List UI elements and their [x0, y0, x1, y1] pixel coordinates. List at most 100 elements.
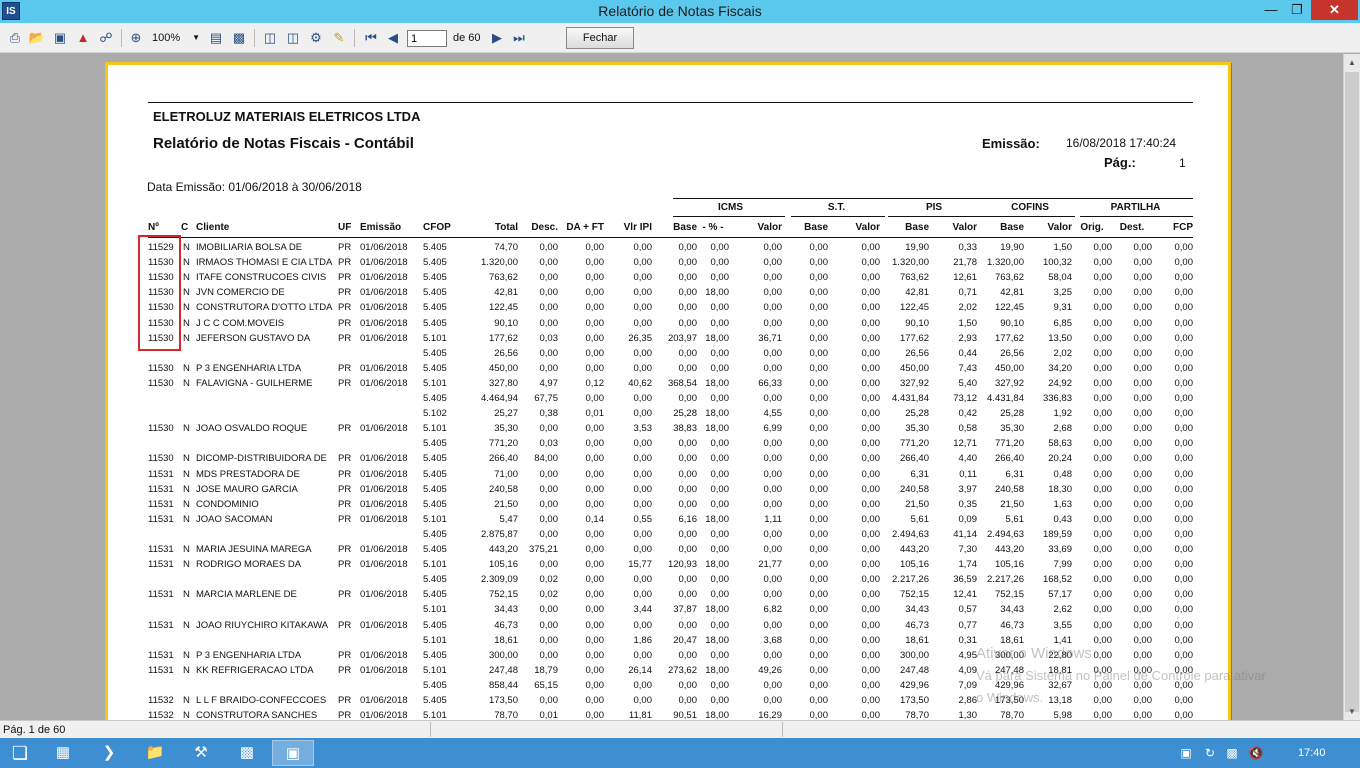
first-page-icon[interactable]: ⏮ [365, 30, 377, 45]
scroll-thumb[interactable] [1345, 72, 1359, 712]
network-icon[interactable]: ▩ [1226, 746, 1238, 760]
app-task-icon[interactable]: ▩ [239, 744, 255, 761]
cell-fcp: 0,00 [1174, 438, 1194, 450]
cell-cofins-base: 771,20 [994, 438, 1024, 450]
scroll-up-icon[interactable]: ▲ [1348, 58, 1356, 67]
windows-start-icon[interactable]: ❏ [11, 743, 29, 763]
cell-pis-valor: 0,71 [958, 287, 978, 299]
cell-numero: 11532 [148, 710, 174, 720]
cell-icms-pct: 18,00 [705, 377, 729, 389]
cell-vlr-ipi: 0,00 [633, 257, 653, 269]
cell-total: 247,48 [488, 664, 518, 676]
cell-dest: 0,00 [1133, 302, 1153, 314]
file-explorer-icon[interactable]: 📁 [145, 744, 165, 761]
edit-icon[interactable]: ✎ [333, 30, 345, 45]
two-pages-icon[interactable]: ◫ [286, 30, 300, 45]
cell-cofins-valor: 24,92 [1048, 377, 1072, 389]
cell-st-valor: 0,00 [861, 302, 881, 314]
cell-icms-pct: 0,00 [710, 317, 730, 329]
vertical-scrollbar[interactable]: ▲ ▼ [1343, 54, 1360, 720]
group-partilha: PARTILHA [1110, 202, 1161, 213]
cell-icms-base: 0,00 [678, 347, 698, 359]
cell-cofins-base: 300,00 [994, 649, 1024, 661]
cell-numero: 11529 [148, 242, 174, 253]
page-setup-icon[interactable]: ▤ [209, 30, 223, 45]
pdf-icon[interactable]: ▲ [76, 30, 90, 45]
cell-icms-base: 90,51 [673, 710, 697, 720]
cell-orig: 0,00 [1093, 664, 1113, 676]
cell-st-valor: 0,00 [861, 559, 881, 571]
maximize-button[interactable]: ❐ [1291, 2, 1303, 17]
cell-icms-pct: 0,00 [710, 347, 730, 359]
cell-cofins-base: 46,73 [1000, 619, 1024, 631]
cell-pis-base: 266,40 [899, 453, 929, 465]
taskbar-clock[interactable]: 17:40 [1298, 747, 1326, 759]
cell-icms-base: 0,00 [678, 468, 698, 480]
tray-sync-icon[interactable]: ↻ [1204, 746, 1216, 760]
cell-cofins-valor: 1,92 [1053, 408, 1073, 420]
cell-emissao: 01/06/2018 [360, 498, 408, 510]
cell-cfop: 5.102 [423, 408, 447, 420]
cell-icms-pct: 18,00 [705, 664, 729, 676]
report-viewer[interactable]: ELETROLUZ MATERIAIS ELETRICOS LTDA Relat… [0, 54, 1343, 720]
next-page-icon[interactable]: ▶ [492, 30, 502, 45]
cell-fcp: 0,00 [1174, 574, 1194, 586]
cell-icms-base: 0,00 [678, 302, 698, 314]
cell-uf: PR [338, 468, 352, 480]
report-app-task-icon[interactable]: ▣ [272, 740, 314, 766]
cell-c: N [183, 287, 190, 299]
cell-desc: 65,15 [534, 679, 558, 691]
cell-st-base: 0,00 [809, 242, 829, 253]
volume-muted-icon[interactable]: 🔇 [1248, 746, 1264, 760]
powershell-icon[interactable]: ❯ [102, 744, 116, 761]
cell-total: 450,00 [488, 362, 518, 374]
cell-desc: 0,00 [539, 317, 559, 329]
cell-st-valor: 0,00 [861, 453, 881, 465]
cell-st-valor: 0,00 [861, 679, 881, 691]
col-header-vlr-ipi: Vlr IPI [623, 222, 652, 233]
minimize-button[interactable]: — [1264, 2, 1278, 17]
properties-icon[interactable]: ⚙ [310, 30, 322, 45]
cell-vlr-ipi: 26,14 [628, 664, 652, 676]
cell-icms-pct: 18,00 [705, 604, 729, 616]
table-row: 5.101 34,43 0,00 0,00 3,44 37,87 18,00 6,82 0,00… [108, 602, 1228, 617]
cell-dest: 0,00 [1133, 423, 1153, 435]
tools-icon[interactable]: ⚒ [194, 744, 208, 761]
fechar-button[interactable]: Fechar [566, 27, 634, 49]
cell-uf: PR [338, 559, 352, 571]
zoom-select[interactable]: 100% ▼ [152, 30, 202, 46]
prev-page-icon[interactable]: ◀ [388, 30, 398, 45]
zoom-in-icon[interactable]: ⊕ [130, 30, 142, 45]
cell-total: 71,00 [494, 468, 518, 480]
cell-pis-base: 752,15 [899, 589, 929, 601]
server-manager-icon[interactable]: ▦ [55, 744, 71, 761]
cell-c: N [183, 664, 190, 676]
table-row: 5.405 771,20 0,03 0,00 0,00 0,00 0,00 0,00 0,00 0… [108, 436, 1228, 451]
cell-dest: 0,00 [1133, 695, 1153, 706]
find-icon[interactable]: ☍ [99, 30, 113, 45]
cell-icms-base: 0,00 [678, 589, 698, 601]
save-icon[interactable]: ▣ [53, 30, 67, 45]
close-window-button[interactable]: ✕ [1311, 0, 1358, 20]
open-icon[interactable]: 📂 [28, 30, 46, 45]
last-page-icon[interactable]: ⏭ [513, 30, 525, 45]
cell-cofins-base: 78,70 [1000, 710, 1024, 720]
cell-cfop: 5.405 [423, 619, 447, 631]
cell-dest: 0,00 [1133, 528, 1153, 540]
cell-cofins-valor: 32,67 [1048, 679, 1072, 691]
cell-icms-base: 20,47 [673, 634, 697, 646]
cell-da-ft: 0,00 [585, 544, 605, 555]
page-number-input[interactable] [407, 30, 447, 47]
cell-st-valor: 0,00 [861, 513, 881, 525]
cell-total: 2.875,87 [481, 528, 518, 540]
scroll-down-icon[interactable]: ▼ [1348, 707, 1356, 716]
cell-cofins-valor: 57,17 [1048, 589, 1072, 601]
cell-icms-valor: 0,00 [763, 242, 783, 253]
single-page-icon[interactable]: ◫ [263, 30, 277, 45]
cell-desc: 0,00 [539, 528, 559, 540]
cell-c: N [183, 483, 190, 495]
window-title: Relatório de Notas Fiscais [598, 3, 762, 19]
tray-app-icon[interactable]: ▣ [1180, 746, 1192, 760]
full-screen-icon[interactable]: ▩ [232, 30, 246, 45]
print-icon[interactable]: ⎙ [9, 30, 21, 45]
